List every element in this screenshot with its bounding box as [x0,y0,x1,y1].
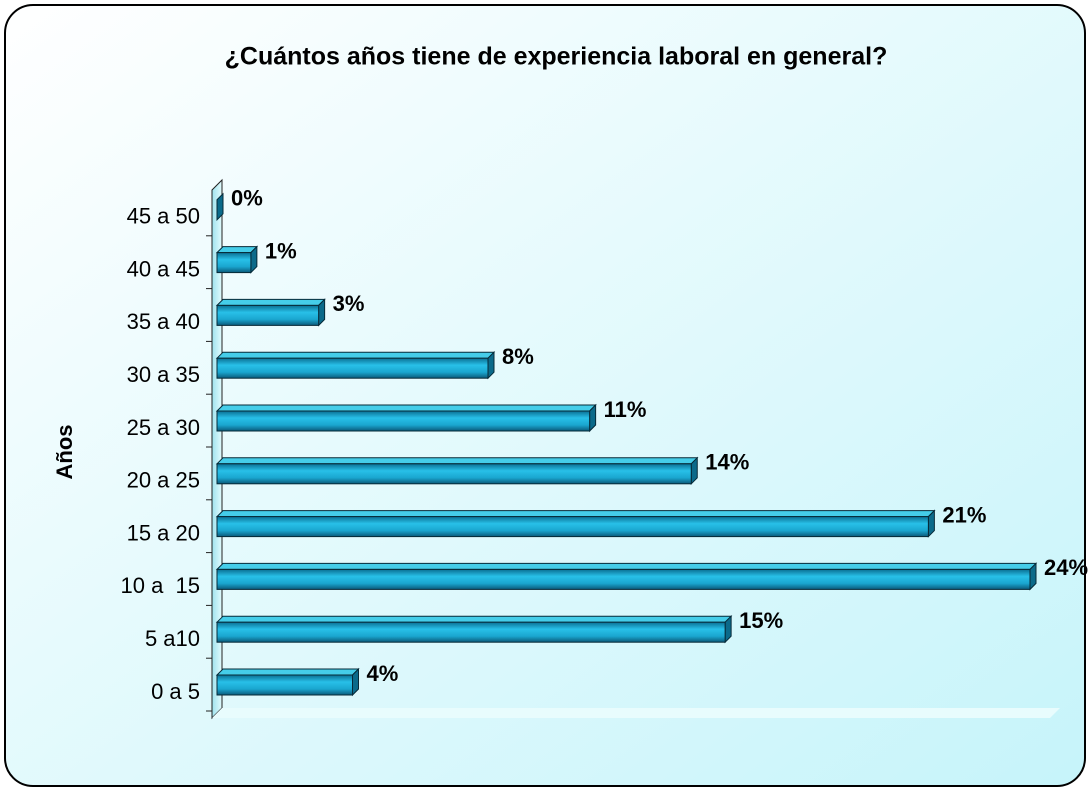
y-tick-label: 40 a 45 [127,256,200,281]
data-label: 11% [604,397,647,422]
y-tick-label: 15 a 20 [127,520,200,545]
data-label: 3% [333,291,365,316]
y-tick-label: 35 a 40 [127,309,200,334]
y-tick-label: 5 a10 [145,626,200,651]
y-tick-label: 25 a 30 [127,415,200,440]
bar [216,568,1031,590]
bar-top [215,246,259,254]
bar-top [215,351,496,359]
bar-top [215,298,326,306]
bar [216,463,692,485]
bar [216,252,252,274]
data-label: 0% [231,186,263,211]
data-label: 8% [502,344,534,369]
bar-top [215,562,1038,570]
bar-top [215,404,597,412]
bar [216,621,726,643]
bar [216,516,929,538]
data-label: 24% [1044,555,1088,580]
bar [216,410,591,432]
bar [216,674,353,696]
bar [216,304,320,326]
y-tick-label: 20 a 25 [127,468,200,493]
bar-top [215,615,733,623]
y-axis-title: Años [52,425,77,480]
bar-top [215,510,936,518]
y-tick-label: 30 a 35 [127,362,200,387]
floor [212,708,1060,718]
y-tick-label: 10 a 15 [120,573,200,598]
chart-frame [4,4,1086,787]
data-label: 4% [367,661,399,686]
data-label: 21% [942,502,986,527]
data-label: 1% [265,238,297,263]
bar-side [216,192,224,222]
y-tick-label: 0 a 5 [151,679,200,704]
data-label: 15% [739,608,783,633]
data-label: 14% [705,450,749,475]
bar-top [215,457,699,465]
bar-top [215,668,360,676]
chart-title: ¿Cuántos años tiene de experiencia labor… [225,43,888,71]
bar [216,357,489,379]
y-tick-label: 45 a 50 [127,204,200,229]
